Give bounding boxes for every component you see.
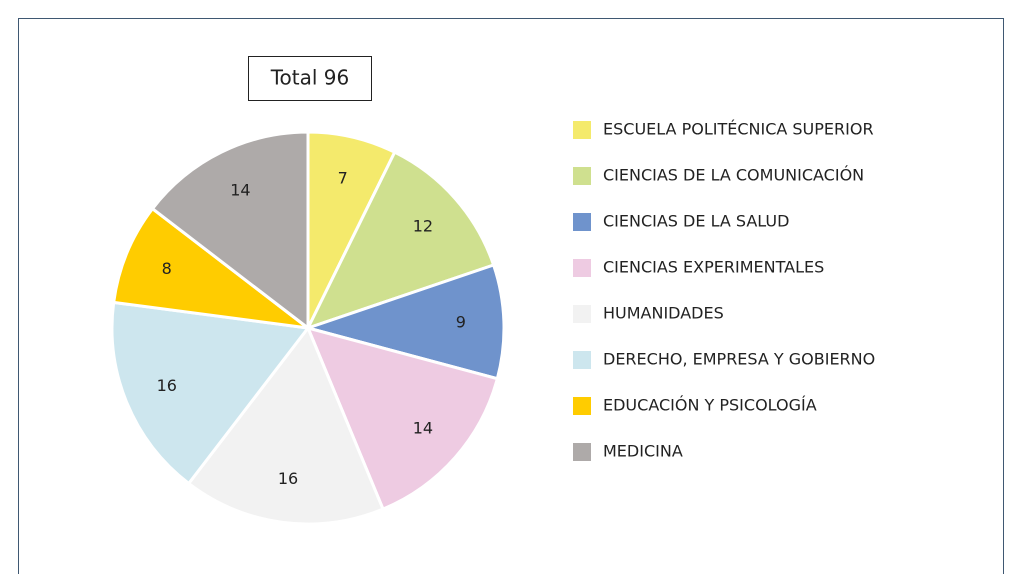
legend-swatch [573, 121, 591, 139]
legend-label: MEDICINA [603, 442, 683, 461]
legend-swatch [573, 167, 591, 185]
pie-slice [110, 300, 311, 486]
legend-label: DERECHO, EMPRESA Y GOBIERNO [603, 350, 875, 369]
pie-slice [305, 325, 500, 512]
legend-swatch [573, 351, 591, 369]
chart-title: Total 96 [270, 66, 350, 90]
pie-slice [186, 325, 385, 526]
legend-swatch [573, 397, 591, 415]
data-label: 16 [157, 376, 177, 395]
legend-swatch [573, 443, 591, 461]
pie-slice [111, 206, 314, 331]
data-label: 14 [230, 180, 250, 199]
pie-slice [150, 130, 310, 332]
legend-swatch [573, 213, 591, 231]
pie-slice [302, 263, 506, 381]
data-label: 12 [413, 217, 433, 236]
legend-label: CIENCIAS EXPERIMENTALES [603, 258, 824, 277]
legend-label: CIENCIAS DE LA COMUNICACIÓN [603, 166, 864, 185]
data-label: 9 [456, 312, 466, 331]
pie-slice [305, 150, 496, 331]
title-box [248, 56, 372, 101]
legend-swatch [573, 305, 591, 323]
legend-swatch [573, 259, 591, 277]
data-label: 7 [338, 169, 348, 188]
legend-label: HUMANIDADES [603, 304, 724, 323]
data-label: 16 [278, 469, 298, 488]
legend-label: CIENCIAS DE LA SALUD [603, 212, 789, 231]
data-label: 14 [413, 418, 433, 437]
legend-label: ESCUELA POLITÉCNICA SUPERIOR [603, 120, 874, 139]
legend-label: EDUCACIÓN Y PSICOLOGÍA [603, 396, 817, 415]
data-label: 8 [162, 259, 172, 278]
